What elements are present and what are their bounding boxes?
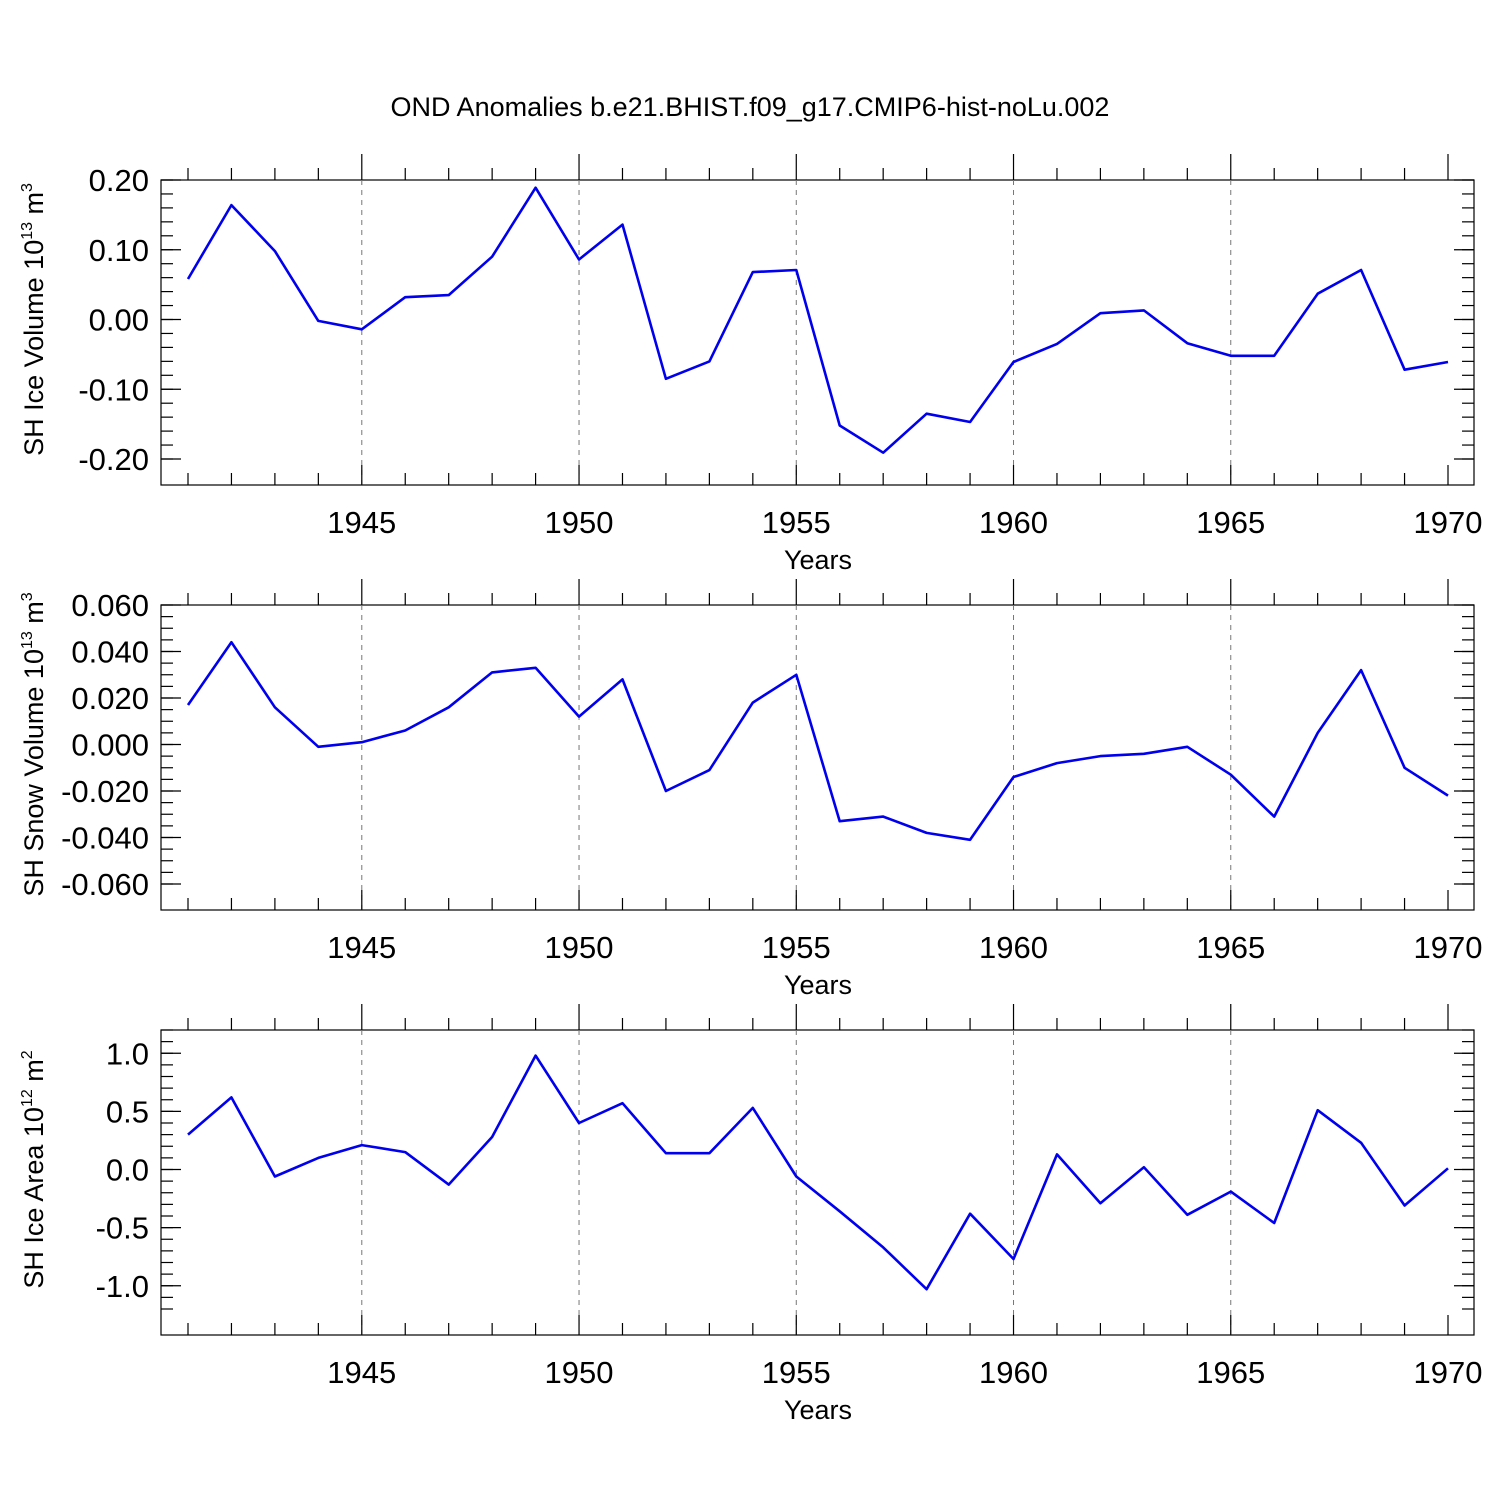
y-tick-label: 0.5: [106, 1094, 149, 1129]
y-tick-label: 0.20: [89, 163, 149, 198]
y-tick-label: -0.20: [78, 442, 149, 477]
x-tick-label: 1960: [979, 505, 1048, 540]
x-tick-label: 1945: [327, 1355, 396, 1390]
y-tick-label: 0.060: [71, 588, 149, 623]
x-tick-label: 1950: [545, 930, 614, 965]
x-axis-label: Years: [784, 545, 852, 575]
x-axis-label: Years: [784, 970, 852, 1000]
x-tick-label: 1965: [1196, 1355, 1265, 1390]
y-tick-label: 0.040: [71, 635, 149, 670]
x-tick-label: 1945: [327, 930, 396, 965]
x-tick-label: 1955: [762, 930, 831, 965]
x-axis-label: Years: [784, 1395, 852, 1425]
panel-1: 1945 1950 1955 1960 1965 1970 Years -0.20 -0.10 0…: [19, 154, 1482, 575]
x-tick-label: 1950: [545, 505, 614, 540]
x-tick-label: 1965: [1196, 930, 1265, 965]
x-tick-label: 1960: [979, 930, 1048, 965]
y-axis-label: SH Ice Volume 1013 m3: [19, 183, 49, 456]
x-tick-label: 1965: [1196, 505, 1265, 540]
y-tick-label: -0.10: [78, 372, 149, 407]
y-tick-label: -0.020: [61, 774, 149, 809]
series-line: [186, 186, 1449, 455]
y-axis-label: SH Snow Volume 1013 m3: [19, 592, 49, 896]
y-tick-label: 0.0: [106, 1153, 149, 1188]
series-line: [187, 1054, 1449, 1291]
y-tick-label: -0.060: [61, 867, 149, 902]
x-tick-label: 1945: [327, 505, 396, 540]
x-tick-label: 1960: [979, 1355, 1048, 1390]
plot-frame: [160, 179, 1475, 486]
y-tick-label: 1.0: [106, 1036, 149, 1071]
y-tick-label: 0.00: [89, 303, 149, 338]
panel-2: 1945 1950 1955 1960 1965 1970 Years -0.060 -0.04…: [19, 579, 1482, 1000]
series-line: [186, 640, 1449, 842]
y-tick-label: -0.040: [61, 821, 149, 856]
y-tick-label: 0.020: [71, 681, 149, 716]
chart-title: OND Anomalies b.e21.BHIST.f09_g17.CMIP6-…: [391, 92, 1110, 122]
y-axis-label: SH Ice Area 1012 m2: [19, 1050, 49, 1288]
x-tick-label: 1970: [1414, 1355, 1483, 1390]
y-tick-label: -1.0: [96, 1269, 149, 1304]
plot-frame: [160, 604, 1475, 911]
x-tick-label: 1955: [762, 505, 831, 540]
x-tick-label: 1970: [1414, 505, 1483, 540]
x-tick-label: 1955: [762, 1355, 831, 1390]
y-tick-label: 0.000: [71, 728, 149, 763]
x-tick-label: 1970: [1414, 930, 1483, 965]
y-tick-label: -0.5: [96, 1211, 149, 1246]
plot-frame: [160, 1029, 1475, 1336]
y-tick-label: 0.10: [89, 233, 149, 268]
panel-3: 1945 1950 1955 1960 1965 1970 Years -1.0 -0.5 0.0…: [19, 1004, 1482, 1425]
panels: 1945 1950 1955 1960 1965 1970 Years -0.20 -0.10 0…: [19, 154, 1482, 1425]
x-tick-label: 1950: [545, 1355, 614, 1390]
